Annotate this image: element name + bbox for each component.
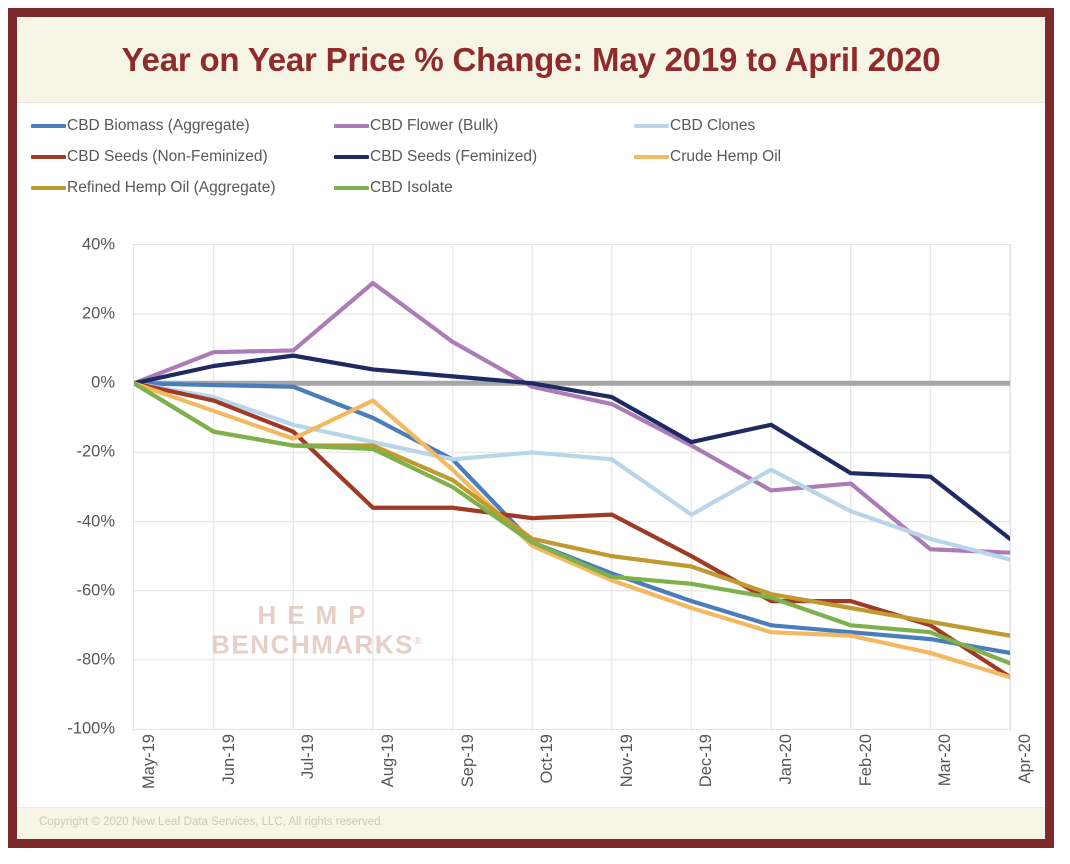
y-axis-tick-label: -40% [76, 512, 115, 531]
legend-item-label: CBD Biomass (Aggregate) [67, 117, 250, 134]
legend-swatch-icon [334, 155, 369, 159]
legend-item[interactable]: CBD Clones [634, 115, 755, 137]
y-axis-tick-label: 0% [91, 373, 115, 392]
x-axis-tick-label: Aug-19 [378, 734, 397, 788]
x-axis-tick-label: Jul-19 [299, 734, 318, 779]
grid-lines [134, 245, 1010, 729]
series-line [134, 381, 1010, 666]
legend-swatch-icon [634, 155, 669, 159]
x-axis-tick-label: Oct-19 [538, 734, 557, 784]
y-axis-tick-label: -60% [76, 581, 115, 600]
legend-item[interactable]: CBD Biomass (Aggregate) [31, 115, 250, 137]
x-axis-tick-label: Apr-20 [1016, 734, 1034, 784]
y-axis-tick-label: 20% [81, 304, 115, 323]
legend-item-label: CBD Isolate [370, 179, 453, 196]
x-axis-tick-label: Jun-19 [219, 734, 238, 785]
legend-swatch-icon [31, 186, 66, 190]
legend-item-label: CBD Seeds (Non-Feminized) [67, 148, 268, 165]
legend-item[interactable]: CBD Flower (Bulk) [334, 115, 498, 137]
title-bar: Year on Year Price % Change: May 2019 to… [17, 17, 1045, 103]
series-line [134, 381, 1010, 680]
legend-swatch-icon [31, 155, 66, 159]
y-axis-labels: 40% 20% 0% -20% -40% -60% -80% -100% [17, 217, 125, 738]
legend-item[interactable]: Refined Hemp Oil (Aggregate) [31, 177, 276, 199]
series-line [134, 381, 1010, 680]
y-axis-tick-label: 40% [81, 235, 115, 254]
x-axis-tick-label: Mar-20 [936, 734, 955, 787]
y-axis-tick-label: -100% [67, 719, 115, 738]
footer-bar: Copyright © 2020 New Leaf Data Services,… [17, 807, 1045, 839]
y-axis-tick-label: -20% [76, 442, 115, 461]
legend-item-label: CBD Clones [670, 117, 756, 134]
legend-item[interactable]: CBD Isolate [334, 177, 453, 199]
chart-card: Year on Year Price % Change: May 2019 to… [8, 8, 1054, 848]
legend-swatch-icon [334, 186, 369, 190]
x-axis-tick-label: May-19 [140, 734, 158, 790]
page-title: Year on Year Price % Change: May 2019 to… [121, 41, 941, 78]
legend-swatch-icon [634, 124, 669, 128]
legend-swatch-icon [31, 124, 66, 128]
legend-item-label: Refined Hemp Oil (Aggregate) [67, 179, 276, 196]
legend-item-label: CBD Flower (Bulk) [370, 117, 499, 134]
chart-legend: CBD Biomass (Aggregate) CBD Flower (Bulk)… [17, 109, 1045, 209]
x-axis-tick-label: Dec-19 [697, 734, 716, 788]
y-axis-tick-label: -80% [76, 650, 115, 669]
legend-item[interactable]: CBD Seeds (Non-Feminized) [31, 146, 268, 168]
legend-item-label: CBD Seeds (Feminized) [370, 148, 538, 165]
legend-item-label: Crude Hemp Oil [670, 148, 782, 165]
copyright-text: Copyright © 2020 New Leaf Data Services,… [39, 816, 384, 828]
series-line [134, 381, 1010, 562]
legend-swatch-icon [334, 124, 369, 128]
legend-item[interactable]: Crude Hemp Oil [634, 146, 781, 168]
plot-wrapper: 40% 20% 0% -20% -40% -60% -80% -100% May-19 Jun-… [17, 217, 1045, 817]
series-line [134, 280, 1010, 555]
x-axis-tick-label: Nov-19 [617, 734, 636, 788]
legend-item[interactable]: CBD Seeds (Feminized) [334, 146, 537, 168]
x-axis-tick-label: Feb-20 [856, 734, 875, 787]
plot-area [133, 244, 1011, 730]
chart-svg [134, 245, 1010, 729]
series-line [134, 353, 1010, 541]
x-axis-tick-label: Sep-19 [458, 734, 477, 788]
x-axis-tick-label: Jan-20 [777, 734, 796, 785]
